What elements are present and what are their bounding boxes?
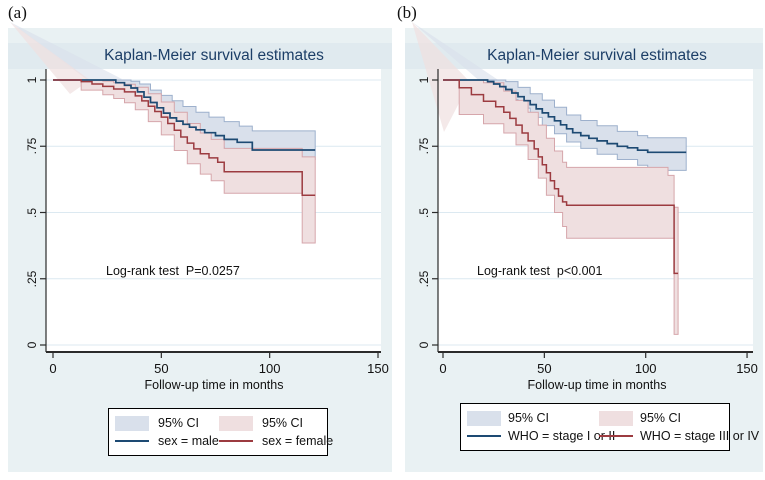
y-tick-label: .25: [417, 270, 431, 288]
panel-a-logrank-annotation: Log-rank test P=0.0257: [106, 264, 240, 278]
ci-band-red: [458, 79, 679, 335]
panel-b-title: Kaplan-Meier survival estimates: [487, 47, 707, 64]
x-tick-label: 50: [154, 361, 169, 376]
x-tick-label: 100: [634, 361, 657, 376]
plot-area: [46, 69, 381, 352]
panel-a-label: (a): [8, 3, 27, 22]
y-tick-label: 1: [417, 76, 431, 84]
ci-band-red: [80, 79, 316, 244]
km-curve-blue: [53, 79, 316, 151]
legend-ci-label-blue: 95% CI: [158, 416, 199, 431]
legend-series-label-male: sex = male: [158, 434, 219, 449]
ci-wedge-artifact: [412, 22, 470, 132]
y-tick-label: .25: [25, 270, 39, 288]
y-tick-label: 0: [25, 341, 39, 349]
series-swatch-stage12: [467, 435, 501, 438]
x-tick-label: 0: [49, 361, 57, 376]
panel-a-x-axis-title: Follow-up time in months: [144, 378, 284, 392]
x-tick-label: 150: [367, 361, 389, 376]
ci-wedge-artifact: [10, 22, 90, 94]
km-curve-blue: [443, 79, 687, 154]
legend-ci-label-blue: 95% CI: [508, 411, 549, 426]
y-tick-label: 0: [417, 341, 431, 349]
series-swatch-female: [219, 440, 253, 443]
legend-series-label-stage34: WHO = stage III or IV: [640, 429, 760, 444]
panel-b-x-axis-title: Follow-up time in months: [527, 378, 667, 392]
ci-wedge-artifact: [10, 22, 122, 88]
legend-ci-label-red: 95% CI: [262, 416, 303, 431]
y-tick-label: 1: [25, 76, 39, 84]
x-tick-label: 150: [736, 361, 758, 376]
y-tick-label: .75: [25, 137, 39, 155]
x-tick-label: 50: [537, 361, 552, 376]
y-tick-label: .75: [417, 137, 431, 155]
y-tick-label: .5: [25, 207, 39, 218]
panel-b-logrank-annotation: Log-rank test p<0.001: [477, 264, 603, 278]
legend-series-label-stage12: WHO = stage I or II: [508, 429, 616, 444]
y-tick-label: .5: [417, 207, 431, 218]
km-curve-red: [53, 79, 316, 197]
series-swatch-male: [115, 440, 149, 443]
legend-series-label-female: sex = female: [262, 434, 334, 449]
panel-a-title: Kaplan-Meier survival estimates: [104, 47, 324, 64]
km-curve-red: [443, 79, 679, 275]
ci-swatch-blue: [115, 415, 149, 431]
legend-ci-label-red: 95% CI: [640, 411, 681, 426]
panel-b-legend: 95% CI 95% CI WHO = stage I or II WHO = …: [460, 403, 759, 451]
panel-b-label: (b): [397, 3, 417, 22]
series-swatch-stage34: [599, 435, 633, 438]
ci-swatch-red: [219, 415, 253, 431]
ci-swatch-blue: [467, 410, 501, 426]
x-tick-label: 0: [439, 361, 447, 376]
ci-swatch-red: [599, 410, 633, 426]
x-tick-label: 100: [258, 361, 281, 376]
panel-a-legend: 95% CI 95% CI sex = male sex = female: [108, 408, 333, 456]
